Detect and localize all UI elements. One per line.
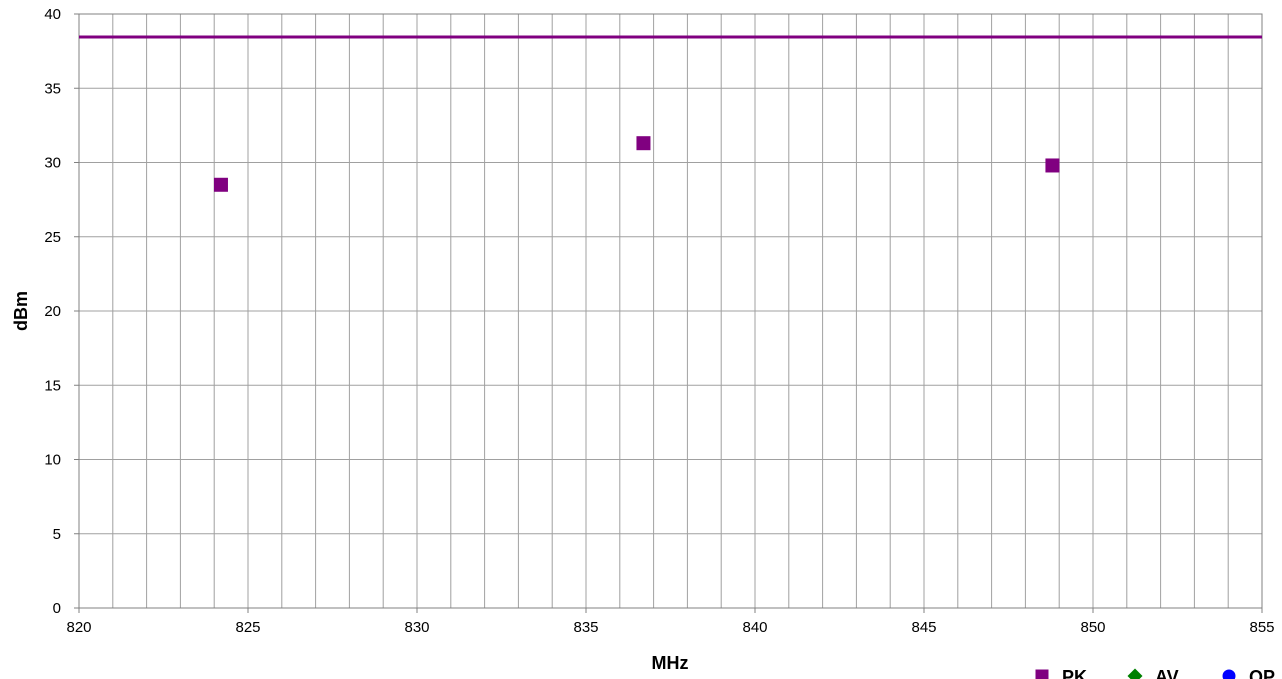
y-axis-ticks: 0 5 10 15 20 25 30 35 40 xyxy=(44,6,79,617)
data-point-pk xyxy=(213,177,228,192)
legend-marker-pk xyxy=(1035,669,1049,679)
y-tick-label: 20 xyxy=(44,303,61,320)
legend-label-qp: QP xyxy=(1249,667,1275,679)
legend-marker-qp xyxy=(1222,669,1236,679)
x-tick-label: 845 xyxy=(911,619,936,636)
x-tick-label: 835 xyxy=(573,619,598,636)
y-tick-label: 0 xyxy=(53,600,61,617)
x-axis-ticks: 820 825 830 835 840 845 850 855 xyxy=(66,608,1275,636)
x-tick-label: 840 xyxy=(742,619,767,636)
y-tick-label: 5 xyxy=(53,526,61,543)
x-tick-label: 825 xyxy=(235,619,260,636)
y-tick-label: 25 xyxy=(44,229,61,246)
y-tick-label: 35 xyxy=(44,80,61,97)
y-tick-label: 15 xyxy=(44,377,61,394)
legend: PK AV QP xyxy=(1035,667,1275,679)
x-tick-label: 850 xyxy=(1080,619,1105,636)
x-tick-label: 830 xyxy=(404,619,429,636)
x-axis-title: MHz xyxy=(652,653,689,673)
y-tick-label: 30 xyxy=(44,155,61,172)
x-tick-label: 855 xyxy=(1249,619,1274,636)
y-tick-label: 40 xyxy=(44,6,61,23)
data-points xyxy=(213,136,1060,192)
x-tick-label: 820 xyxy=(66,619,91,636)
horizontal-gridlines xyxy=(79,87,1262,535)
legend-label-pk: PK xyxy=(1062,667,1087,679)
y-tick-label: 10 xyxy=(44,452,61,469)
legend-label-av: AV xyxy=(1155,667,1179,679)
y-axis-title: dBm xyxy=(11,291,31,331)
legend-marker-av xyxy=(1127,668,1143,679)
data-point-pk xyxy=(636,136,651,151)
data-point-pk xyxy=(1045,158,1060,173)
